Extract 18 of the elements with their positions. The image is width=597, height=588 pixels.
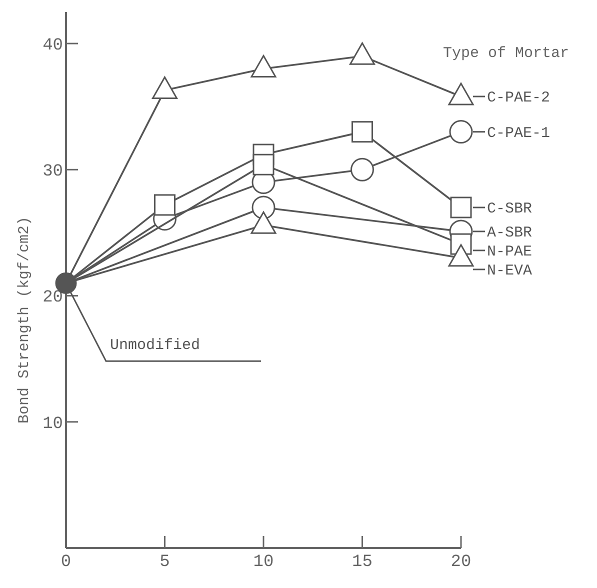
x-tick-label: 20	[450, 553, 472, 572]
y-tick-label: 20	[42, 288, 63, 308]
y-axis-title: Bond Strength (kgf/cm2)	[16, 216, 33, 424]
legend-title: Type of Mortar	[443, 45, 570, 62]
legend-label: C-PAE-2	[487, 90, 550, 107]
text: Unmodified	[110, 337, 200, 354]
y-tick-label: 30	[42, 162, 63, 182]
legend-label: C-SBR	[487, 200, 532, 218]
legend-label: N-PAE	[487, 244, 532, 261]
legend-label: N-EVA	[487, 262, 532, 280]
x-tick-label: 5	[160, 553, 170, 572]
y-tick-label: 40	[42, 36, 63, 56]
legend-label: C-PAE-1	[487, 125, 550, 142]
y-tick-label: 10	[42, 414, 63, 434]
x-tick-label: 15	[352, 553, 372, 572]
x-tick-label: 10	[253, 553, 274, 572]
x-tick-label: 0	[60, 553, 72, 572]
legend-label: A-SBR	[487, 224, 532, 242]
